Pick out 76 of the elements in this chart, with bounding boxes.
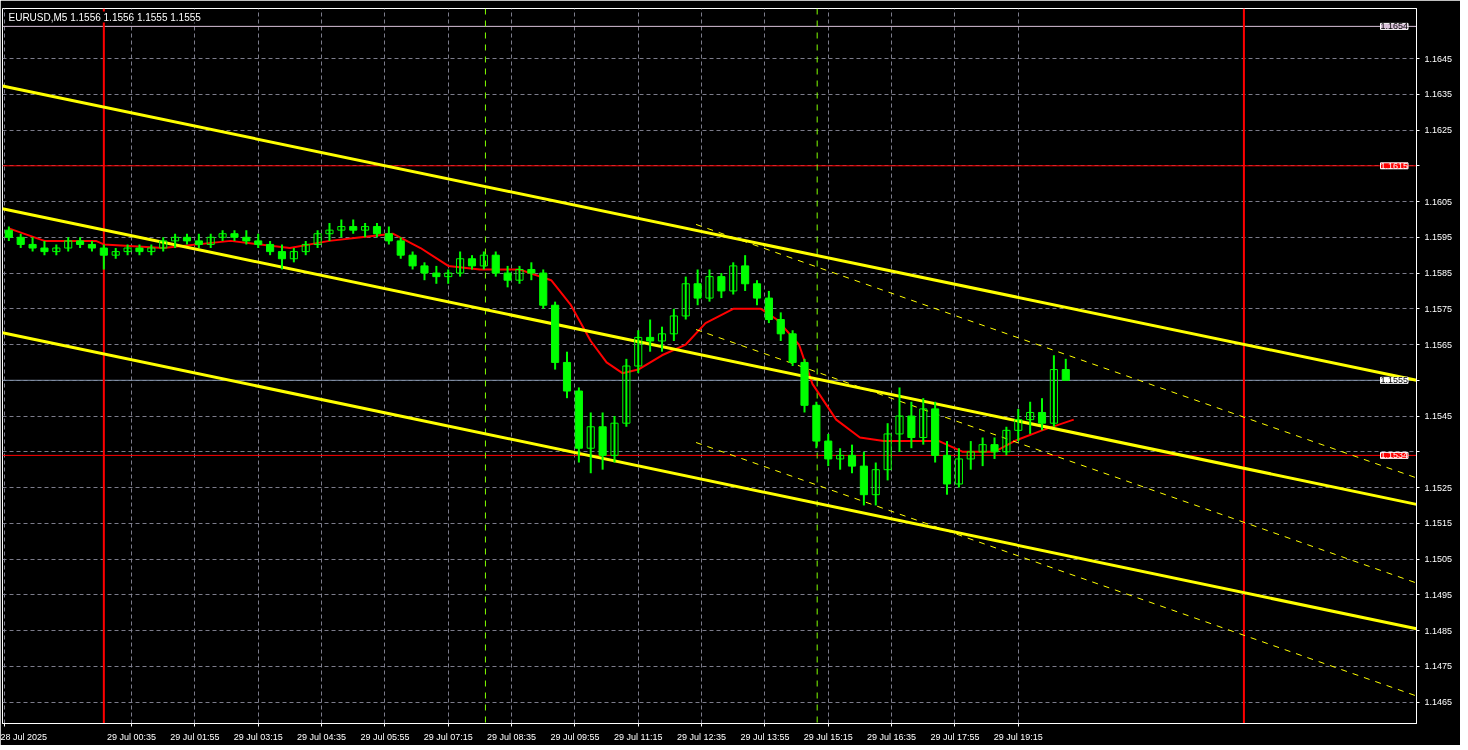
x-tick-label: 29 Jul 09:55 [550,731,600,742]
candlestick [1002,425,1011,457]
x-tick-label: 29 Jul 16:35 [867,731,917,742]
y-tick-label: 1.1585 [1424,268,1453,279]
y-tick-label: 1.1505 [1424,554,1453,565]
y-tick-label: 1.1575 [1424,303,1453,314]
x-tick-label: 29 Jul 13:55 [740,731,790,742]
candlestick [883,422,892,482]
candlestick [871,461,880,507]
ref-line-label: 1.1654 [1380,21,1409,32]
candlestick [503,264,512,289]
y-tick-label: 1.1465 [1424,697,1453,708]
candlestick [693,268,702,307]
candlestick [1014,407,1023,443]
y-tick-label: 1.1595 [1424,232,1453,243]
candlestick [491,250,500,278]
y-tick-label: 1.1605 [1424,196,1453,207]
candlestick [919,397,928,446]
ref-line-label: 1.1534 [1380,450,1409,461]
candlestick [657,325,667,353]
y-tick-label: 1.1625 [1424,125,1453,136]
ref-line-label: 1.1555 [1380,375,1409,386]
candlestick [610,415,619,464]
y-tick-label: 1.1565 [1424,339,1453,350]
y-tick-label: 1.1545 [1424,411,1453,422]
y-tick-label: 1.1635 [1424,89,1453,100]
candlestick [277,243,287,271]
candlestick [990,436,999,460]
candlestick [847,443,857,475]
candlestick [669,307,678,342]
y-tick-label: 1.1495 [1424,589,1453,600]
candlestick [752,279,762,307]
candlestick [978,436,987,468]
candlestick [1061,357,1070,382]
y-tick-label: 1.1515 [1424,518,1453,529]
y-tick-label: 1.1485 [1424,625,1453,636]
candlestick [764,289,773,325]
candlestick [1037,397,1047,432]
y-tick-label: 1.1525 [1424,482,1453,493]
x-tick-label: 29 Jul 01:55 [170,731,220,742]
chart-title: EURUSD,M5 1.1556 1.1556 1.1555 1.1555 [8,11,202,23]
y-tick-label: 1.1645 [1424,53,1453,64]
candlestick [776,311,785,342]
candlestick [824,432,833,468]
x-tick-label: 29 Jul 08:35 [487,731,537,742]
candlestick [705,268,714,303]
candlestick [1049,354,1058,428]
candlestick [622,357,631,428]
x-tick-label: 29 Jul 15:15 [803,731,853,742]
x-tick-label: 29 Jul 19:15 [993,731,1043,742]
x-tick-label: 29 Jul 11:15 [614,731,663,742]
y-tick-label: 1.1475 [1424,661,1453,672]
candlestick [99,243,108,271]
x-tick-label: 29 Jul 17:55 [930,731,980,742]
candlestick [681,275,690,321]
candlestick [396,236,405,260]
candlestick [895,386,904,453]
x-tick-label: 29 Jul 00:35 [107,731,157,742]
x-tick-label: 29 Jul 05:55 [360,731,410,742]
candlestick [741,254,750,292]
candlestick [717,272,726,300]
x-tick-label: 29 Jul 07:15 [423,731,473,742]
candlestick [729,261,738,296]
candlestick [836,447,845,471]
x-tick-label: 29 Jul 12:35 [677,731,727,742]
candlestick [907,400,916,450]
candlestick [1026,400,1035,435]
candlestick [646,318,655,353]
x-tick-label: 28 Jul 2025 [0,731,48,742]
x-tick-label: 29 Jul 03:15 [233,731,283,742]
candlestick [966,440,975,471]
candlestick [456,250,465,278]
candlestick [634,329,643,375]
candlestick [586,411,595,475]
x-tick-label: 29 Jul 04:35 [297,731,347,742]
candlestick [954,447,963,489]
